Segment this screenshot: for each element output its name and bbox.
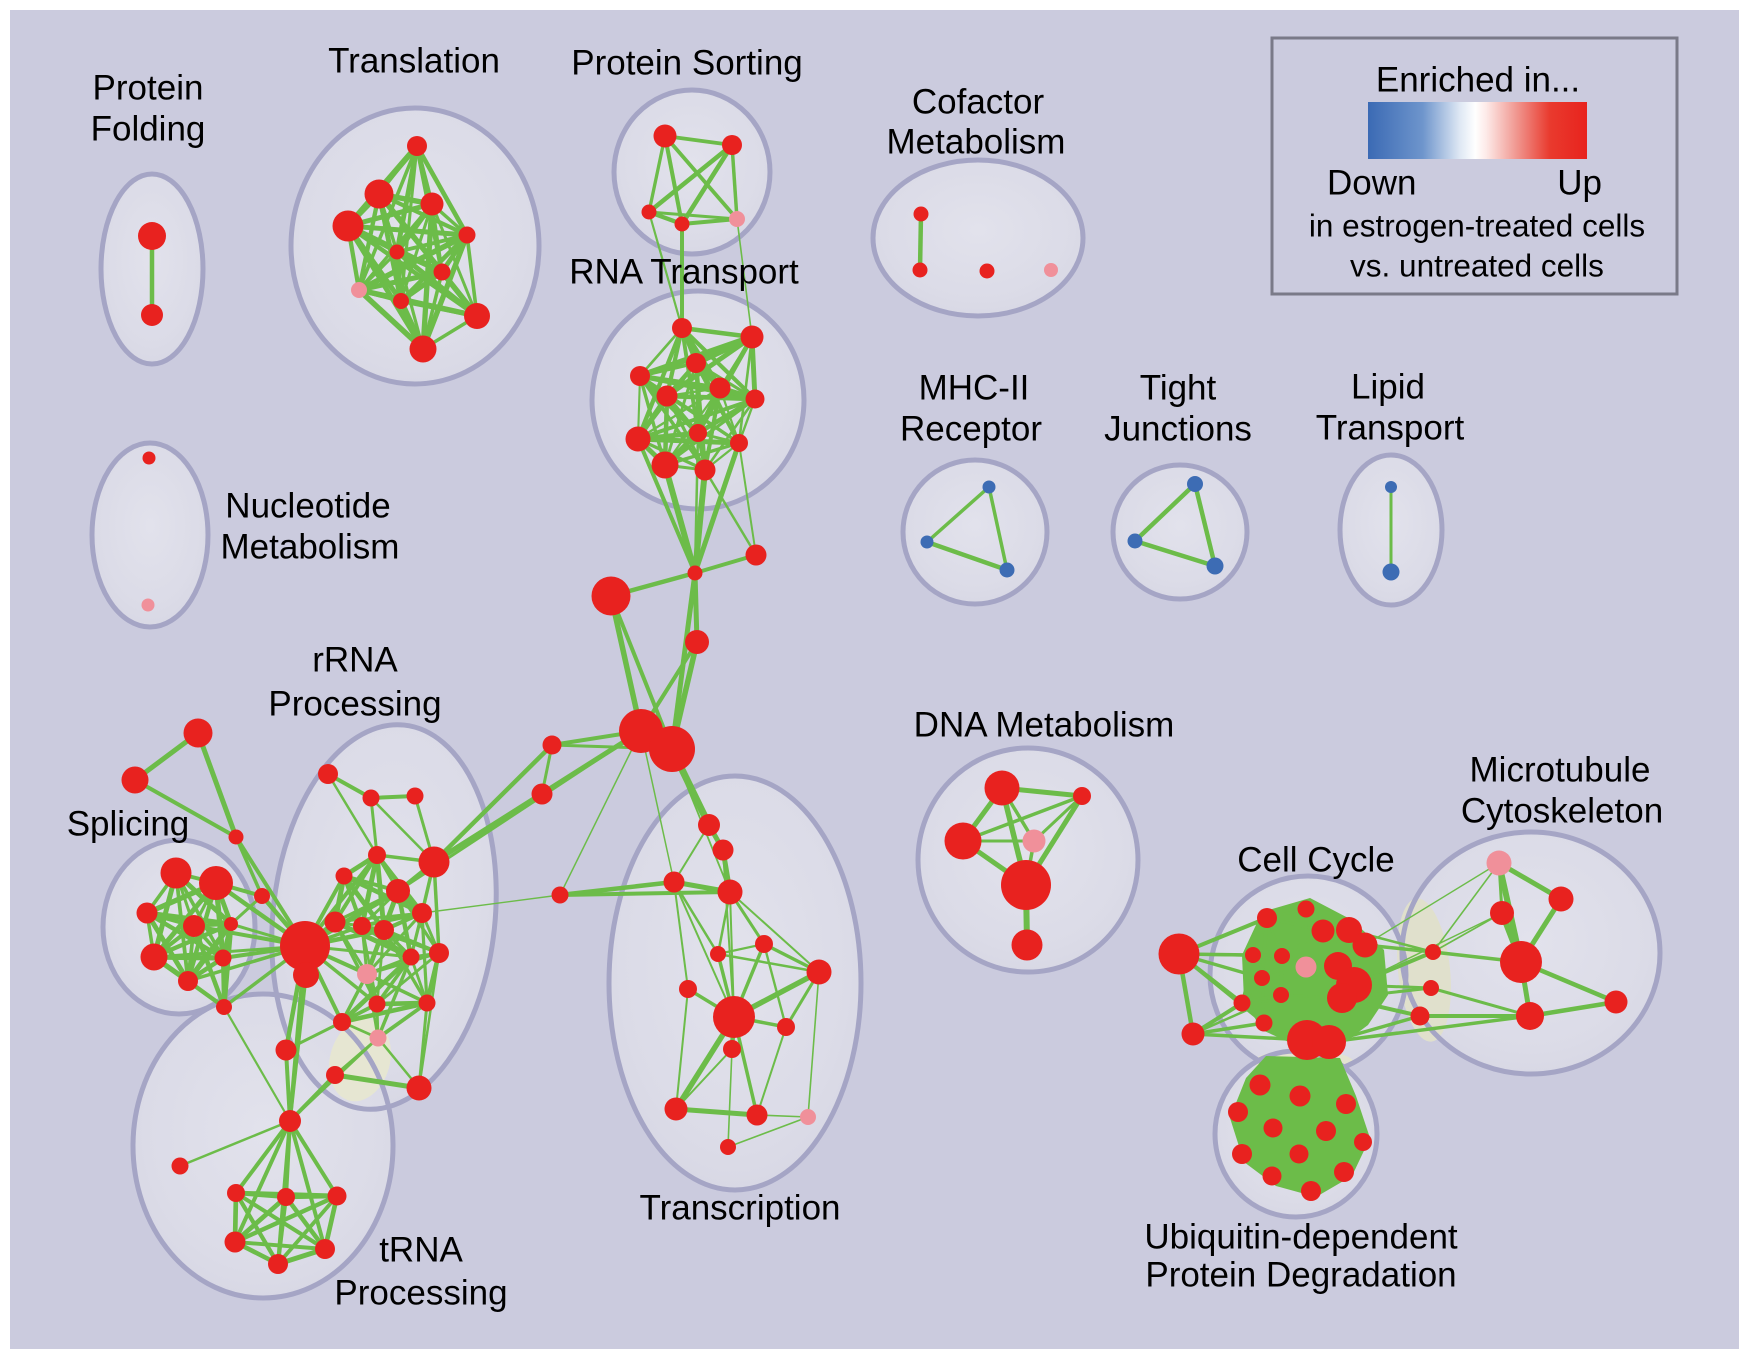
svg-text:Protein: Protein	[93, 68, 204, 107]
svg-text:Ubiquitin-dependent: Ubiquitin-dependent	[1144, 1217, 1458, 1256]
svg-text:tRNA: tRNA	[379, 1230, 463, 1269]
svg-text:Nucleotide: Nucleotide	[225, 486, 390, 525]
svg-text:RNA Transport: RNA Transport	[569, 252, 799, 291]
svg-text:rRNA: rRNA	[312, 640, 398, 679]
svg-text:Protein Sorting: Protein Sorting	[571, 43, 803, 82]
svg-text:Splicing: Splicing	[67, 804, 190, 843]
svg-text:Cofactor: Cofactor	[912, 82, 1045, 121]
svg-text:DNA Metabolism: DNA Metabolism	[914, 705, 1175, 744]
svg-text:Transcription: Transcription	[640, 1188, 841, 1227]
svg-text:MHC-II: MHC-II	[919, 368, 1030, 407]
svg-text:Junctions: Junctions	[1104, 409, 1252, 448]
svg-text:Cytoskeleton: Cytoskeleton	[1461, 791, 1663, 830]
svg-text:Metabolism: Metabolism	[221, 527, 400, 566]
svg-text:vs. untreated cells: vs. untreated cells	[1350, 247, 1604, 283]
svg-text:Metabolism: Metabolism	[887, 122, 1066, 161]
svg-text:Receptor: Receptor	[900, 409, 1042, 448]
svg-text:in estrogen-treated cells: in estrogen-treated cells	[1309, 207, 1645, 243]
svg-text:Folding: Folding	[91, 109, 206, 148]
svg-text:Down: Down	[1327, 163, 1416, 202]
svg-text:Cell Cycle: Cell Cycle	[1237, 840, 1395, 879]
svg-text:Lipid: Lipid	[1351, 367, 1425, 406]
svg-text:Microtubule: Microtubule	[1470, 750, 1651, 789]
svg-text:Processing: Processing	[268, 684, 441, 723]
svg-text:Processing: Processing	[334, 1273, 507, 1312]
svg-text:Enriched in...: Enriched in...	[1376, 60, 1580, 99]
svg-text:Protein Degradation: Protein Degradation	[1145, 1255, 1456, 1294]
svg-text:Up: Up	[1557, 163, 1602, 202]
svg-text:Tight: Tight	[1140, 368, 1217, 407]
svg-text:Translation: Translation	[328, 41, 500, 80]
svg-text:Transport: Transport	[1316, 408, 1465, 447]
